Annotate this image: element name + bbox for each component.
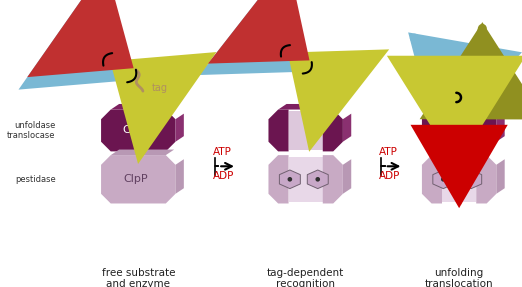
Circle shape: [469, 177, 473, 182]
Polygon shape: [279, 170, 300, 189]
Polygon shape: [496, 159, 505, 194]
Ellipse shape: [138, 104, 146, 109]
Polygon shape: [343, 114, 351, 142]
Text: ClpX: ClpX: [123, 125, 148, 135]
Polygon shape: [111, 150, 174, 155]
Text: ATP: ATP: [379, 147, 398, 157]
Text: tag: tag: [152, 83, 168, 93]
Polygon shape: [433, 170, 454, 189]
Polygon shape: [476, 110, 496, 152]
Text: ADP: ADP: [212, 171, 234, 181]
Polygon shape: [442, 157, 476, 202]
Text: ATP: ATP: [212, 147, 232, 157]
Polygon shape: [442, 111, 476, 150]
Polygon shape: [422, 155, 442, 203]
Text: unfoldase
translocase: unfoldase translocase: [7, 121, 55, 140]
Text: free substrate
and enzyme: free substrate and enzyme: [101, 268, 175, 287]
Polygon shape: [111, 104, 174, 110]
Polygon shape: [343, 159, 351, 194]
Polygon shape: [101, 155, 175, 203]
Circle shape: [441, 177, 446, 182]
Polygon shape: [175, 159, 184, 194]
Circle shape: [315, 177, 320, 182]
Polygon shape: [268, 110, 289, 152]
Polygon shape: [268, 155, 289, 203]
Polygon shape: [422, 110, 442, 152]
Polygon shape: [323, 110, 343, 152]
Polygon shape: [289, 111, 323, 150]
Polygon shape: [323, 155, 343, 203]
Text: ADP: ADP: [379, 171, 400, 181]
Text: ClpP: ClpP: [123, 174, 148, 184]
Polygon shape: [289, 157, 323, 202]
Circle shape: [288, 177, 292, 182]
Polygon shape: [461, 170, 482, 189]
Text: unfolding
translocation
degradation: unfolding translocation degradation: [425, 268, 493, 287]
Polygon shape: [278, 104, 341, 110]
Polygon shape: [175, 114, 184, 142]
Polygon shape: [101, 110, 175, 152]
Text: tag-dependent
recognition: tag-dependent recognition: [267, 268, 345, 287]
Text: pestidase: pestidase: [15, 175, 55, 184]
Polygon shape: [476, 155, 496, 203]
Polygon shape: [432, 104, 495, 110]
Polygon shape: [496, 114, 505, 142]
Polygon shape: [307, 170, 328, 189]
